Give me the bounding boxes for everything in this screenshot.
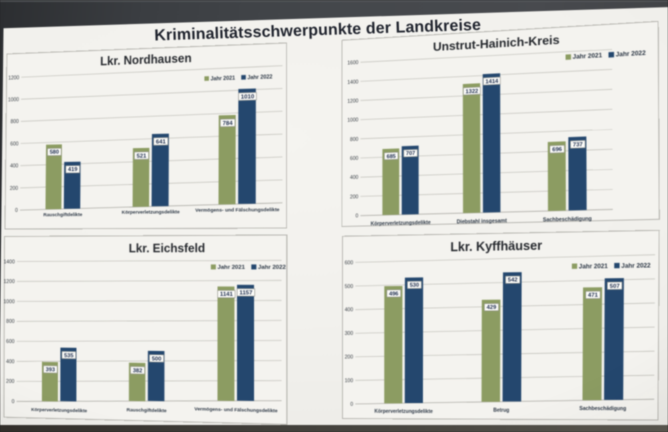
svg-text:Diebstahl insgesamt: Diebstahl insgesamt [457,218,508,226]
svg-text:400: 400 [10,163,19,169]
svg-text:707: 707 [406,151,415,158]
svg-text:Jahr 2022: Jahr 2022 [616,51,646,59]
svg-text:1000: 1000 [347,117,358,124]
svg-text:100: 100 [345,378,354,384]
svg-text:521: 521 [137,153,147,160]
svg-text:0: 0 [15,208,18,214]
svg-text:542: 542 [508,277,518,283]
svg-text:Jahr 2021: Jahr 2021 [211,75,236,82]
svg-text:471: 471 [588,293,598,299]
svg-text:800: 800 [11,119,19,125]
svg-text:685: 685 [387,154,396,161]
svg-text:641: 641 [156,139,166,146]
svg-text:696: 696 [552,147,562,154]
svg-text:Sachbeschädigung: Sachbeschädigung [579,406,626,413]
svg-text:Vermögens- und Fälschungsdelik: Vermögens- und Fälschungsdelikte [194,406,278,413]
svg-text:0: 0 [12,399,15,405]
svg-text:500: 500 [152,356,162,362]
svg-text:Betrug: Betrug [493,407,509,413]
svg-text:Körperverletzungsdelikte: Körperverletzungsdelikte [371,220,431,228]
svg-text:Körperverletzungsdelikte: Körperverletzungsdelikte [31,407,87,414]
svg-text:1414: 1414 [485,78,498,85]
svg-text:500: 500 [345,284,354,290]
svg-text:0: 0 [350,402,353,408]
svg-text:400: 400 [345,307,354,313]
svg-text:800: 800 [6,319,15,325]
svg-text:Jahr 2021: Jahr 2021 [579,264,609,271]
svg-text:Rauschgiftdelikte: Rauschgiftdelikte [127,407,167,413]
svg-text:800: 800 [350,136,359,143]
svg-text:1157: 1157 [239,290,252,296]
svg-text:600: 600 [10,141,19,147]
svg-text:400: 400 [350,175,359,182]
svg-text:Jahr 2021: Jahr 2021 [573,53,603,61]
svg-text:535: 535 [64,353,73,359]
svg-text:Körperverletzungsdelikte: Körperverletzungsdelikte [122,209,180,215]
svg-text:600: 600 [6,339,15,345]
svg-text:200: 200 [10,186,19,192]
svg-text:Sachbeschädigung: Sachbeschädigung [543,216,592,224]
svg-text:429: 429 [487,305,497,311]
svg-text:600: 600 [345,260,354,266]
svg-text:200: 200 [350,194,359,201]
svg-text:737: 737 [573,142,583,149]
svg-text:1322: 1322 [466,88,479,95]
svg-text:1600: 1600 [347,60,358,67]
svg-text:1400: 1400 [347,79,358,86]
svg-text:1400: 1400 [4,259,15,265]
svg-text:Jahr 2022: Jahr 2022 [247,74,272,81]
svg-text:419: 419 [68,167,77,173]
svg-text:507: 507 [610,283,620,290]
svg-text:1000: 1000 [8,97,19,104]
svg-text:784: 784 [223,120,234,127]
svg-text:580: 580 [50,150,59,156]
svg-text:400: 400 [6,359,15,365]
svg-text:1200: 1200 [8,75,19,82]
svg-text:0: 0 [356,213,359,219]
svg-text:Lkr. Eichsfeld: Lkr. Eichsfeld [129,243,205,256]
svg-text:Vermögens- und Fälschungsdelik: Vermögens- und Fälschungsdelikte [195,207,280,213]
svg-text:1010: 1010 [241,94,254,101]
svg-text:300: 300 [345,331,354,337]
svg-text:Jahr 2022: Jahr 2022 [621,263,651,270]
svg-text:393: 393 [46,367,55,373]
svg-text:1200: 1200 [347,98,358,105]
svg-text:Rauschgiftdelikte: Rauschgiftdelikte [43,212,82,217]
svg-text:600: 600 [350,156,359,163]
svg-text:200: 200 [345,355,354,361]
svg-text:496: 496 [389,291,398,297]
svg-text:1200: 1200 [3,279,14,285]
svg-text:Lkr. Nordhausen: Lkr. Nordhausen [100,52,192,68]
svg-text:Körperverletzungsdelikte: Körperverletzungsdelikte [374,409,433,415]
svg-text:Jahr 2021: Jahr 2021 [217,265,244,271]
svg-text:1141: 1141 [220,292,233,298]
svg-text:382: 382 [133,368,143,374]
svg-text:Jahr 2022: Jahr 2022 [258,265,286,271]
svg-text:1000: 1000 [3,299,14,305]
svg-text:200: 200 [6,379,15,385]
svg-text:530: 530 [410,283,419,289]
svg-text:Lkr. Kyffhäuser: Lkr. Kyffhäuser [450,238,542,254]
